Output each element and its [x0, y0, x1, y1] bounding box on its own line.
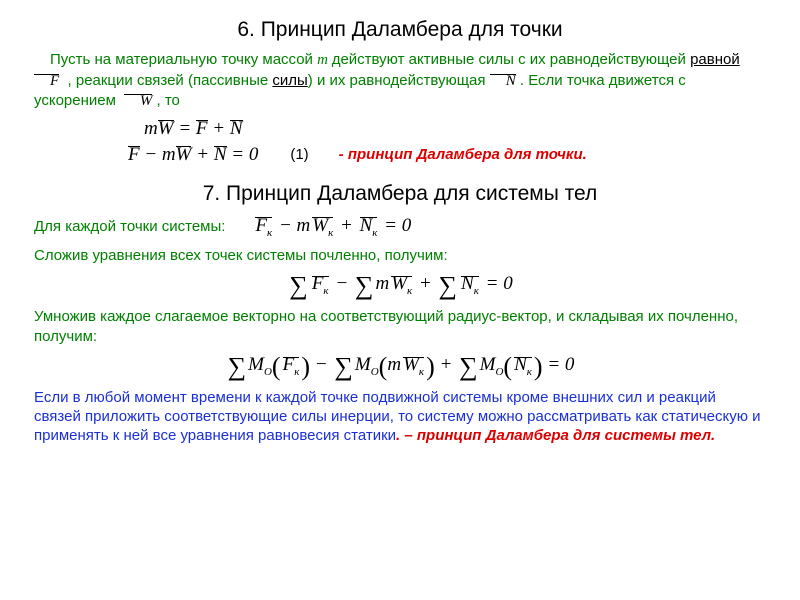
- txt: , реакции связей (пассивные: [63, 72, 272, 89]
- mass-symbol: m: [317, 52, 332, 68]
- eq1: mW = F + N: [144, 118, 243, 140]
- principle-6: - принцип Даламбера для точки.: [339, 146, 587, 163]
- eq-label: (1): [290, 146, 308, 163]
- section7-line1: Для каждой точки системы: Fк − mWк + Nк …: [34, 214, 766, 240]
- section6-heading: 6. Принцип Даламбера для точки: [34, 18, 766, 42]
- eq-moments: ∑MO(Fк) − ∑MO(mWк) + ∑MO(Nк) = 0: [34, 352, 766, 382]
- txt: ) и их равнодействующая: [308, 72, 490, 89]
- eq-block-1: mW = F + N: [34, 118, 766, 140]
- section7-line3: Умножив каждое слагаемое векторно на соо…: [34, 307, 766, 346]
- txt: Пусть на материальную точку массой: [50, 51, 317, 68]
- vec-W: W: [124, 92, 153, 112]
- section7-conclusion: Если в любой момент времени к каждой точ…: [34, 388, 766, 446]
- txt: действуют активные силы с их равнодейств…: [332, 51, 690, 68]
- principle-7: . – принцип Даламбера для системы тел.: [396, 427, 715, 444]
- vec-N: N: [490, 72, 516, 92]
- txt: , то: [152, 92, 180, 109]
- txt-u: силы: [272, 72, 307, 89]
- eq2: F − mW + N = 0: [128, 144, 258, 166]
- eq-block-2: F − mW + N = 0 (1) - принцип Даламбера д…: [34, 144, 766, 166]
- section7-heading: 7. Принцип Даламбера для системы тел: [34, 182, 766, 206]
- txt: Для каждой точки системы:: [34, 217, 225, 237]
- eq-sum: ∑Fк − ∑mWк + ∑Nк = 0: [34, 271, 766, 301]
- section6-paragraph: Пусть на материальную точку массой m дей…: [34, 50, 766, 112]
- eq-point: Fк − mWк + Nк = 0: [253, 214, 411, 240]
- vec-F: F: [34, 72, 59, 92]
- txt-u: равной: [690, 51, 740, 68]
- section7-line2: Сложив уравнения всех точек системы почл…: [34, 246, 766, 266]
